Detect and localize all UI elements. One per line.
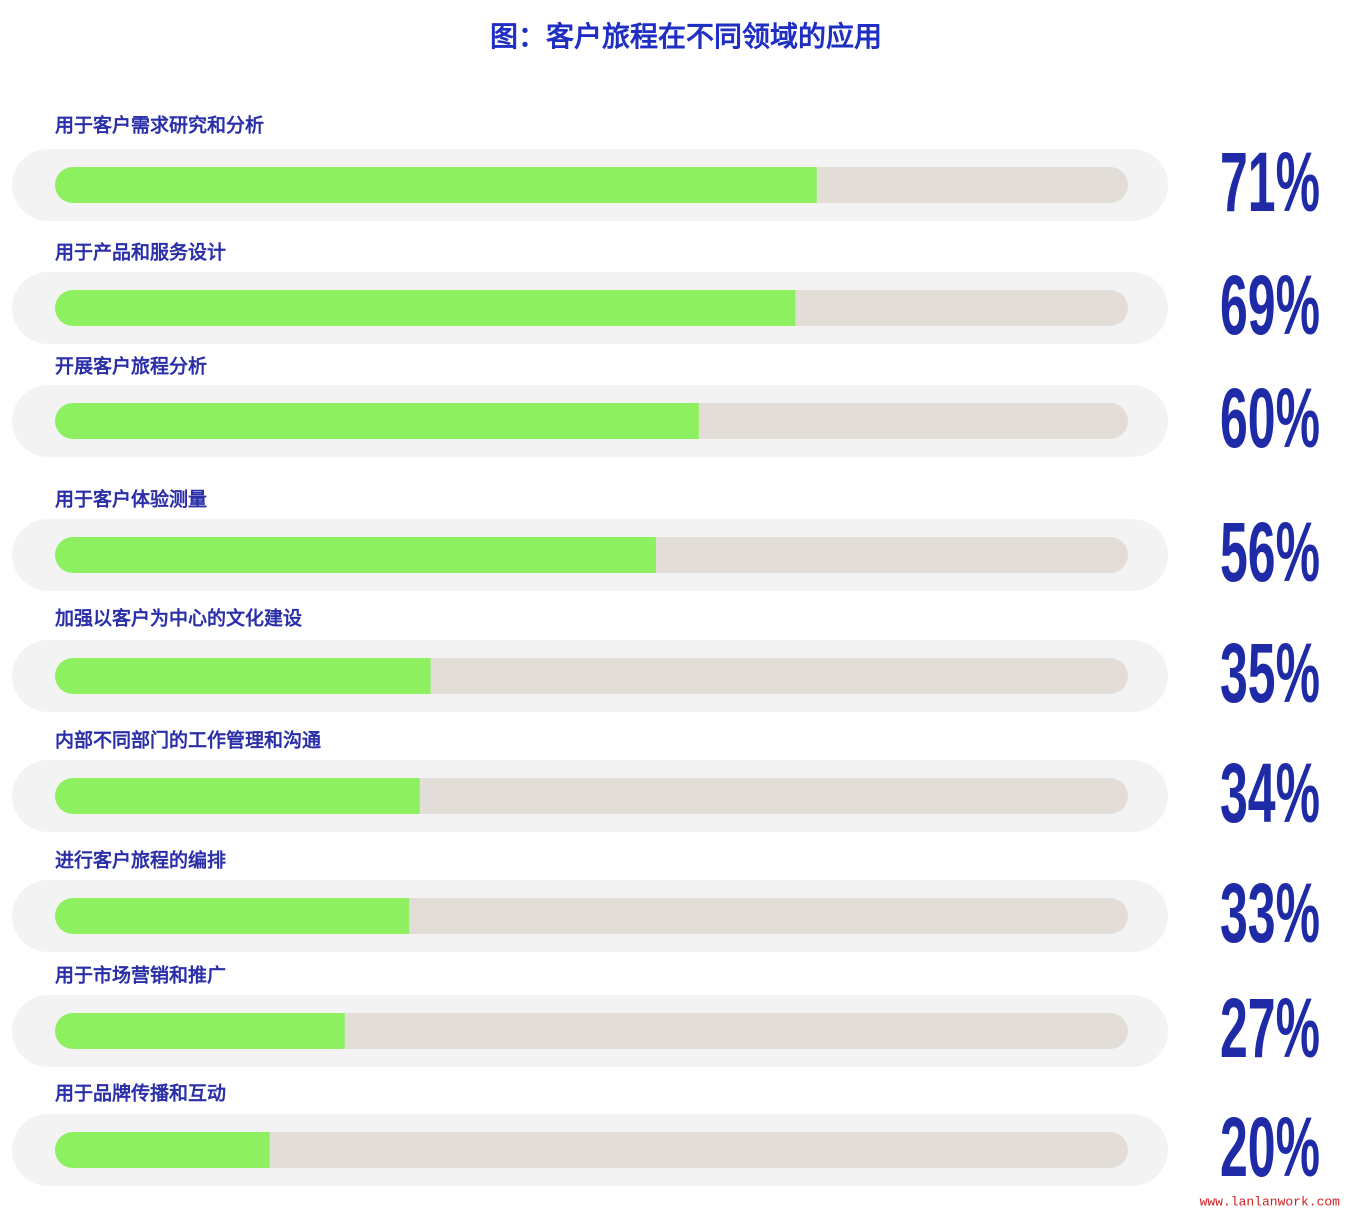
value-label: 56%: [1220, 505, 1320, 599]
bar: [55, 778, 420, 814]
bar: [55, 1132, 270, 1168]
value-label: 20%: [1220, 1100, 1320, 1194]
value-label: 60%: [1220, 371, 1320, 465]
category-label: 进行客户旅程的编排: [55, 849, 226, 872]
value-label: 33%: [1220, 866, 1320, 960]
value-label: 34%: [1220, 746, 1320, 840]
category-label: 加强以客户为中心的文化建设: [54, 607, 302, 630]
bar: [55, 898, 410, 934]
value-label: 71%: [1220, 135, 1320, 229]
value-label: 69%: [1220, 258, 1320, 352]
category-label: 开展客户旅程分析: [55, 355, 207, 378]
bar: [55, 167, 817, 203]
bar: [55, 403, 699, 439]
watermark: www.lanlanwork.com: [1200, 1194, 1341, 1209]
category-label: 用于品牌传播和互动: [55, 1082, 226, 1105]
category-label: 用于市场营销和推广: [55, 964, 226, 987]
bar: [55, 1013, 345, 1049]
category-label: 用于产品和服务设计: [55, 241, 226, 264]
chart-title: 图：客户旅程在不同领域的应用: [490, 20, 882, 53]
category-label: 内部不同部门的工作管理和沟通: [55, 729, 322, 752]
bar: [55, 290, 796, 326]
category-label: 用于客户体验测量: [55, 488, 207, 511]
bar: [55, 658, 431, 694]
bar-track: [55, 1132, 1128, 1168]
value-label: 27%: [1220, 981, 1320, 1075]
value-label: 35%: [1220, 626, 1320, 720]
bar: [55, 537, 656, 573]
category-label: 用于客户需求研究和分析: [55, 114, 264, 137]
